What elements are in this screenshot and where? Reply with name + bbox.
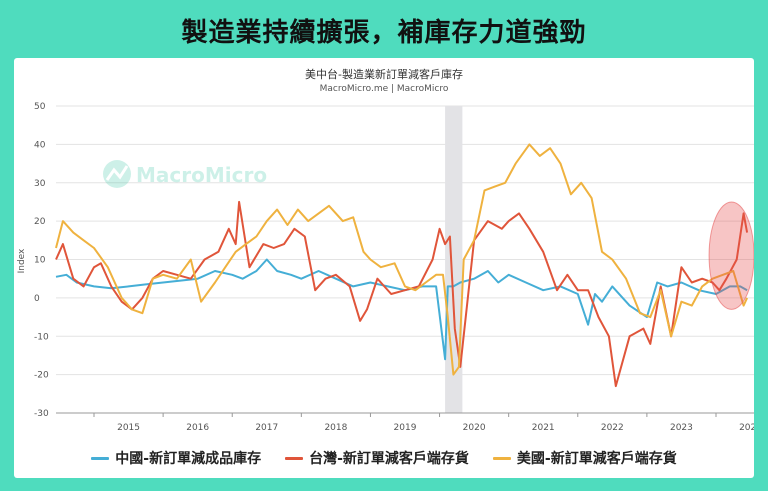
chart-card: 美中台-製造業新訂單減客戶庫存 MacroMicro.me | MacroMic… [14,58,754,478]
x-tick-label: 2016 [186,423,209,433]
y-axis-label: Index [17,248,27,273]
highlight-ellipse [708,201,754,310]
chart-title: 美中台-製造業新訂單減客戶庫存 [305,68,463,81]
x-tick-label: 2022 [601,423,624,433]
legend-swatch [91,456,110,460]
watermark-text: MacroMicro [136,163,267,187]
y-tick-label: -10 [34,332,49,342]
x-tick-label: 2021 [532,423,555,433]
axes-layer: -30 -20 -10 0 10 20 30 40 50 2015 2016 2017 2018 2019… [34,102,754,433]
y-tick-label: 20 [34,217,46,227]
y-tick-label: -30 [34,409,49,419]
chart-subtitle: MacroMicro.me | MacroMicro [319,84,449,94]
legend-item[interactable]: 台灣-新訂單減客戶端存貨 [285,448,469,468]
macromicro-logo-icon [103,160,131,188]
x-tick-label: 2015 [117,423,140,433]
x-tick-label: 2017 [255,423,278,433]
legend-item[interactable]: 中國-新訂單減成品庫存 [91,448,261,468]
y-tick-label: 10 [34,256,46,266]
legend: 中國-新訂單減成品庫存 台灣-新訂單減客戶端存貨 美國-新訂單減客戶端存貨 [14,448,754,468]
legend-label: 中國-新訂單減成品庫存 [115,451,262,467]
watermark-layer: MacroMicro [103,160,267,188]
x-tick-label: 2018 [324,423,347,433]
y-tick-label: 50 [34,102,46,112]
series-layer [55,143,749,388]
y-tick-label: -20 [34,371,49,381]
legend-label: 台灣-新訂單減客戶端存貨 [309,451,469,467]
series-line [55,200,749,388]
y-tick-label: 0 [34,294,40,304]
highlight-layer [708,201,754,310]
x-tick-label: 2024 [739,423,754,433]
x-tick-label: 2019 [394,423,417,433]
line-chart: MacroMicro -30 -20 -10 0 10 20 30 40 50 2015 2016 2… [17,102,754,433]
y-tick-label: 30 [34,179,46,189]
legend-item[interactable]: 美國-新訂單減客戶端存貨 [492,448,677,468]
legend-swatch [492,456,511,460]
x-tick-label: 2023 [670,423,693,433]
banner-title: 製造業持續擴張，補庫存力道強勁 [181,18,587,48]
series-line [55,143,749,376]
x-tick-label: 2020 [463,423,486,433]
y-tick-label: 40 [34,140,46,150]
legend-label: 美國-新訂單減客戶端存貨 [516,451,677,467]
grid-layer [56,105,754,414]
legend-swatch [285,456,304,460]
